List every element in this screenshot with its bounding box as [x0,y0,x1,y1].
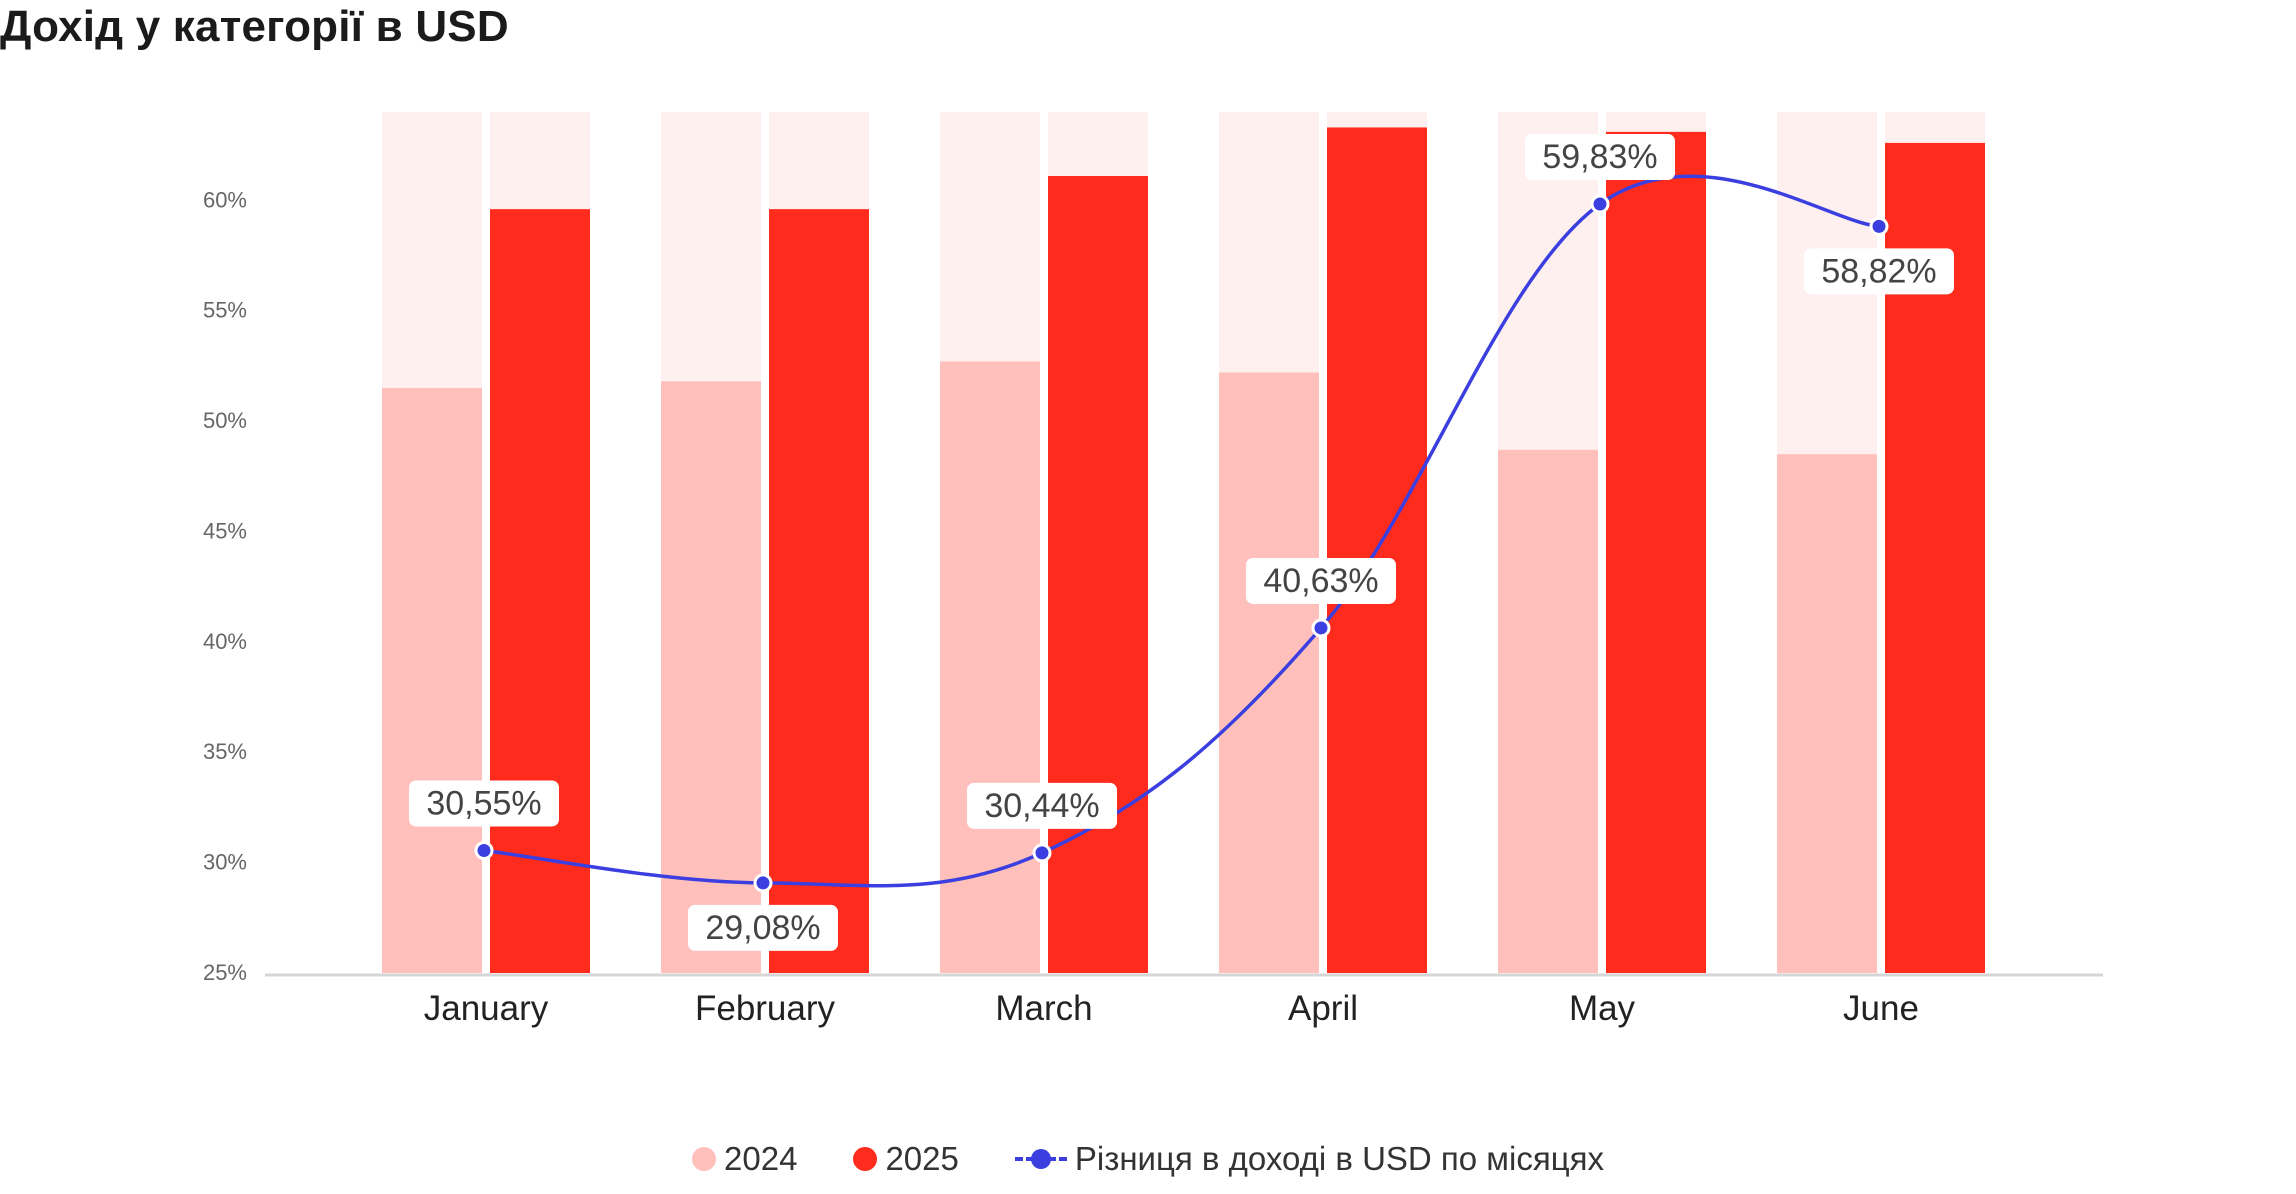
difference-point [1311,618,1331,638]
difference-point [474,840,494,860]
x-tick-label: January [424,989,549,1028]
data-labels: 30,55% 29,08% 30,44% 40,63% 59,83% 58,82% [409,134,1954,951]
y-tick-label: 60% [203,187,247,212]
x-tick-label: March [995,989,1092,1028]
data-label-box [409,780,559,827]
y-tick-label: 50% [203,408,247,433]
bar-2024-june [1777,454,1877,973]
difference-point [1869,216,1889,236]
y-tick-label: 25% [203,960,247,985]
bar-2024-february [661,381,761,973]
bars [382,127,1985,974]
data-label-text: 30,55% [426,784,541,822]
difference-data-label: 58,82% [1804,248,1954,295]
bar-2024-april [1219,372,1319,973]
data-label-box [688,904,838,951]
difference-data-label: 30,55% [409,780,559,827]
legend: 2024 2025 Різниця в доході в USD по міся… [0,1140,2296,1178]
x-tick-label: February [695,989,836,1028]
difference-data-label: 29,08% [688,904,838,951]
bar-2025-march [1048,176,1148,973]
data-label-text: 58,82% [1821,252,1936,290]
bar-2024-may [1498,449,1598,973]
legend-label-2024: 2024 [724,1140,798,1177]
data-label-text: 59,83% [1542,138,1657,176]
bar-tracks [382,112,1985,973]
x-tick-label: April [1288,989,1358,1028]
y-tick-label: 35% [203,739,247,764]
difference-point [753,873,773,893]
legend-swatch-2025 [853,1147,878,1171]
data-label-text: 29,08% [705,909,820,947]
chart-title: Дохід у категорії в USD [0,2,509,51]
x-tick-label: June [1843,989,1919,1028]
difference-line [474,174,1889,893]
legend-swatch-difference [1014,1147,1067,1171]
data-label-box [967,782,1117,829]
axes: January February March April May June 25% 30% 35… [203,187,2103,1028]
difference-data-label: 59,83% [1525,134,1675,181]
legend-item-difference: Різниця в доході в USD по місяцях [1014,1140,1604,1178]
x-tick-label: May [1569,989,1636,1028]
data-label-text: 40,63% [1263,562,1378,600]
legend-label-difference: Різниця в доході в USD по місяцях [1074,1140,1604,1177]
y-tick-label: 30% [203,850,247,875]
data-label-box [1246,557,1396,604]
difference-point [1590,194,1610,214]
legend-item-2025: 2025 [853,1140,959,1178]
legend-item-2024: 2024 [692,1140,797,1178]
difference-data-label: 30,44% [967,782,1117,829]
y-tick-label: 40% [203,629,247,654]
data-label-box [1525,134,1675,181]
data-label-box [1804,248,1954,295]
y-tick-label: 45% [203,518,247,543]
difference-data-label: 40,63% [1246,557,1396,604]
legend-label-2025: 2025 [885,1140,959,1177]
difference-point [1032,843,1052,863]
data-label-text: 30,44% [984,787,1099,825]
legend-swatch-2024 [692,1147,717,1171]
bar-2025-january [490,209,590,974]
bar-2025-may [1606,131,1706,973]
y-tick-label: 55% [203,298,247,323]
bar-2024-january [382,387,482,973]
bar-2025-february [769,209,869,974]
